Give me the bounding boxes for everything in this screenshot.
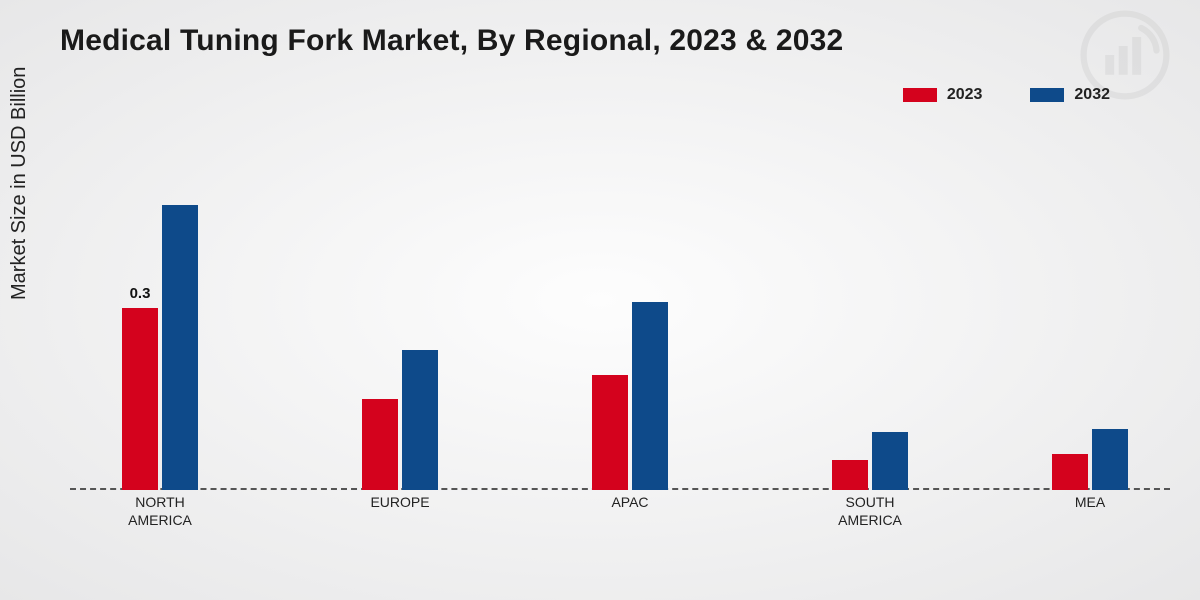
bar-2023: [1052, 454, 1088, 490]
bar-2032: [632, 302, 668, 490]
legend-label-2032: 2032: [1074, 86, 1110, 104]
x-axis-category-label: NORTH AMERICA: [128, 494, 192, 529]
legend-label-2023: 2023: [947, 86, 983, 104]
plot-area: 0.3: [70, 150, 1170, 490]
legend-item-2032: 2032: [1030, 86, 1110, 104]
x-axis-category-label: EUROPE: [370, 494, 429, 512]
legend-item-2023: 2023: [903, 86, 983, 104]
legend-swatch-2023: [903, 88, 937, 102]
bar-2023: [592, 375, 628, 490]
bar-2023: [122, 308, 158, 490]
bar-2032: [1092, 429, 1128, 490]
bar-value-label: 0.3: [130, 285, 151, 302]
bar-2032: [162, 205, 198, 490]
bar-2023: [832, 460, 868, 490]
chart-title: Medical Tuning Fork Market, By Regional,…: [60, 24, 843, 58]
bar-2032: [402, 350, 438, 490]
bar-group: [832, 432, 908, 490]
legend-swatch-2032: [1030, 88, 1064, 102]
legend: 2023 2032: [903, 86, 1110, 104]
bar-group: 0.3: [122, 205, 198, 490]
y-axis-label: Market Size in USD Billion: [8, 67, 31, 300]
bar-group: [1052, 429, 1128, 490]
bar-2023: [362, 399, 398, 490]
bar-group: [362, 350, 438, 490]
bar-2032: [872, 432, 908, 490]
x-axis-category-label: MEA: [1075, 494, 1105, 512]
x-axis-category-label: APAC: [611, 494, 648, 512]
x-axis-category-label: SOUTH AMERICA: [838, 494, 902, 529]
bar-group: [592, 302, 668, 490]
x-axis-labels: NORTH AMERICA EUROPE APAC SOUTH AMERICA MEA: [70, 494, 1170, 544]
